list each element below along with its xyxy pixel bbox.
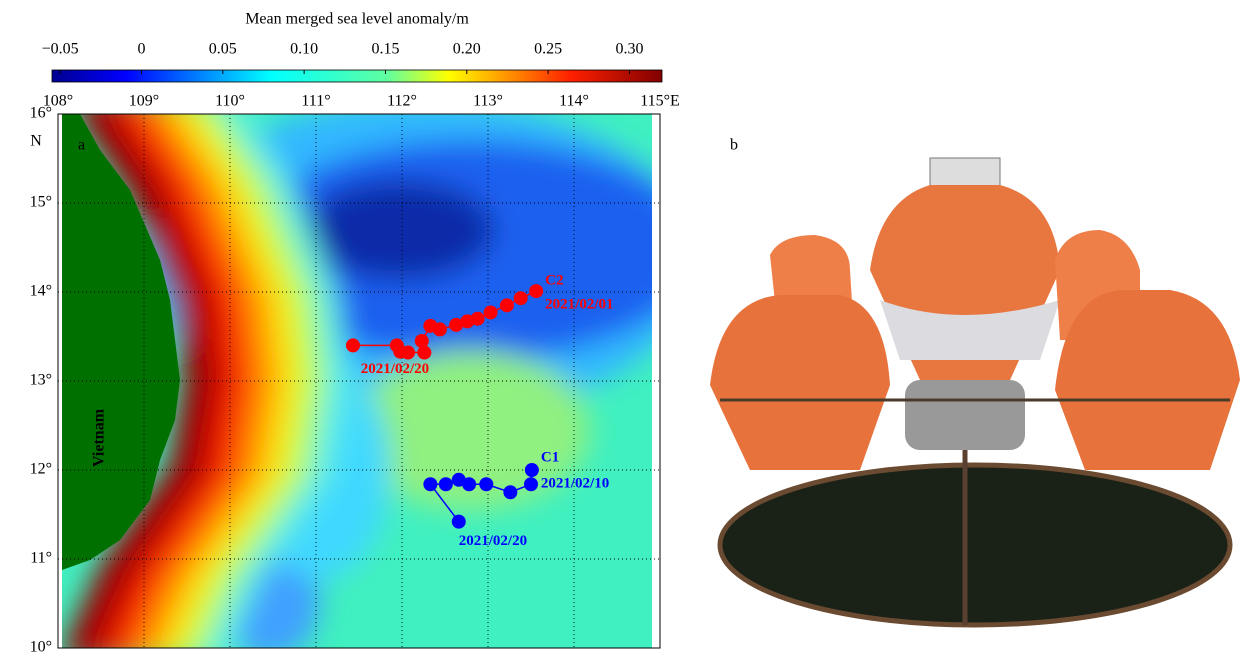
track-point (415, 334, 429, 348)
track-name: C1 (541, 449, 559, 465)
colorbar-title: Mean merged sea level anomaly/m (245, 11, 469, 28)
x-tick-label: 109° (129, 93, 159, 110)
track-point (500, 298, 514, 312)
panel-label: b (730, 137, 738, 154)
colorbar-tick-label: −0.05 (42, 41, 79, 58)
track-point (346, 338, 360, 352)
x-tick-label: 110° (215, 93, 245, 110)
figure: Mean merged sea level anomaly/m a Vietna… (0, 0, 1245, 654)
colorbar-tick-label: 0.20 (453, 41, 481, 58)
track-name: C2 (545, 273, 563, 289)
y-tick-label: 11° (30, 550, 52, 567)
land-label: Vietnam (91, 408, 108, 467)
y-tick-label: 13° (30, 372, 52, 389)
track-point (484, 305, 498, 319)
track-point (417, 346, 431, 360)
y-tick-label: 15° (30, 194, 52, 211)
buoy-photo (710, 158, 1240, 625)
x-tick-label: 115°E (640, 93, 680, 110)
track-point (452, 473, 466, 487)
track-point (503, 485, 517, 499)
track-point (514, 291, 528, 305)
panel-label: a (78, 137, 85, 154)
track-point (529, 284, 543, 298)
track-point (423, 319, 437, 333)
x-tick-label: 114° (559, 93, 589, 110)
track-end-date: 2021/02/20 (361, 361, 429, 377)
colorbar-tick-label: 0 (137, 41, 145, 58)
y-tick-label: 12° (30, 461, 52, 478)
colorbar-tick-label: 0.30 (615, 41, 643, 58)
track-end-date: 2021/02/20 (459, 533, 527, 549)
track-point (449, 318, 463, 332)
track-point (439, 477, 453, 491)
y-tick-label: 16° (30, 105, 52, 122)
x-tick-label: 112° (387, 93, 417, 110)
lat-unit: N (30, 133, 42, 150)
y-tick-label: 14° (30, 283, 52, 300)
sla-field (62, 100, 700, 654)
x-tick-label: 113° (473, 93, 503, 110)
x-tick-label: 111° (301, 93, 330, 110)
track-start-date: 2021/02/01 (545, 297, 613, 313)
colorbar-tick-label: 0.25 (534, 41, 562, 58)
colorbar-tick-label: 0.10 (290, 41, 318, 58)
track-point (524, 477, 538, 491)
y-tick-label: 10° (30, 639, 52, 654)
track-start-date: 2021/02/10 (541, 475, 609, 491)
colorbar-tick-label: 0.05 (209, 41, 237, 58)
track-point (390, 338, 404, 352)
colorbar-tick-label: 0.15 (371, 41, 399, 58)
track-point (423, 477, 437, 491)
track-point (452, 515, 466, 529)
colorbar (52, 70, 662, 82)
track-point (525, 463, 539, 477)
track-point (479, 477, 493, 491)
